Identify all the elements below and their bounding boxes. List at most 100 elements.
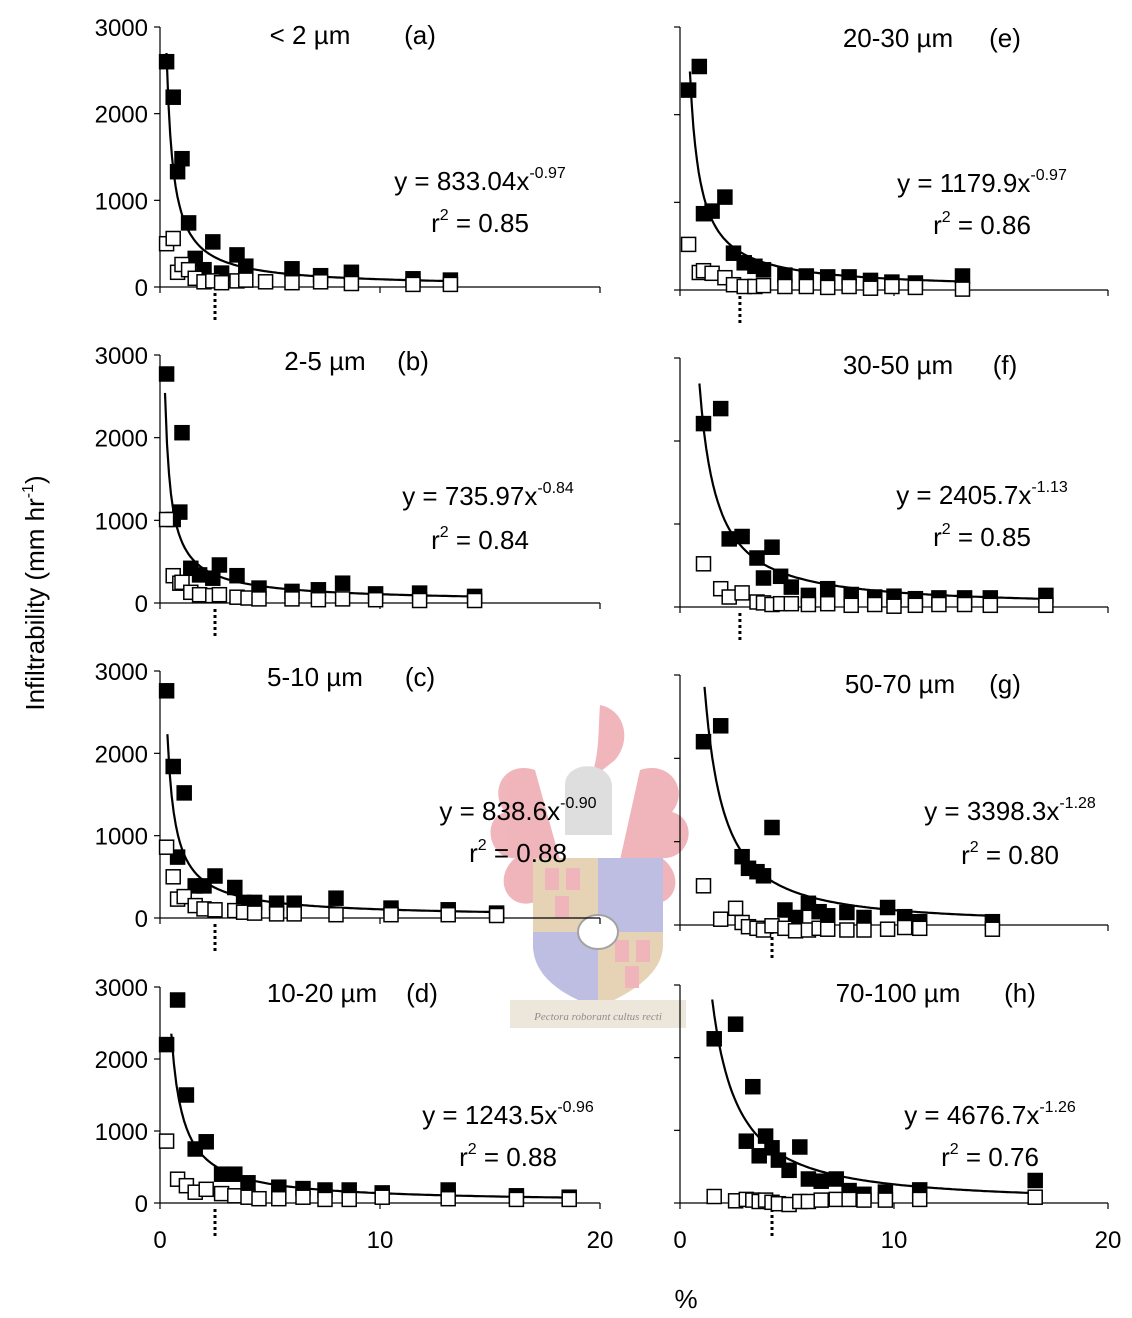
data-point-open — [907, 597, 924, 614]
data-point-open — [165, 869, 181, 885]
data-point-open — [712, 911, 729, 927]
panel-title: < 2 µm — [270, 20, 351, 50]
data-point-open — [251, 591, 267, 607]
data-point-open — [442, 276, 459, 293]
data-point-open — [954, 281, 971, 297]
data-point-filled — [328, 890, 344, 906]
y-tick-label: 3000 — [95, 659, 148, 686]
crest-tower-4 — [615, 940, 629, 962]
panel-d: 0 1000 2000 3000 0 10 20 10-20 µm (d) y = 1243.5x… — [95, 975, 614, 1254]
r-squared-symbol: r — [933, 210, 942, 240]
data-point-filled — [704, 203, 720, 219]
data-point-open — [721, 589, 737, 605]
data-point-filled — [165, 89, 181, 105]
crest-motto-scroll — [510, 1000, 686, 1028]
panel-a: 0 1000 2000 3000 < 2 µm (a) y = 833.04x-0.97 r2… — [95, 15, 601, 323]
x-tick-label: 0 — [673, 1227, 686, 1254]
r-squared: r2 = 0.88 — [459, 1141, 557, 1172]
r-squared-symbol: r — [431, 208, 440, 238]
data-point-open — [879, 921, 896, 937]
y-tick-label: 0 — [135, 906, 148, 933]
data-point-open — [198, 1181, 214, 1198]
data-point-open — [317, 1191, 333, 1208]
data-point-open — [727, 900, 744, 917]
data-point-filled — [755, 262, 772, 278]
y-tick-label: 3000 — [95, 343, 148, 370]
data-point-filled — [691, 58, 708, 75]
r-squared-value: = 0.88 — [487, 838, 567, 868]
r-squared-value: = 0.80 — [979, 840, 1059, 870]
fit-equation-base: y = 1179.9x — [897, 168, 1030, 198]
fit-equation: y = 3398.3x-1.28 — [924, 795, 1096, 826]
data-point-open — [931, 596, 947, 613]
data-point-open — [800, 596, 817, 613]
fit-equation: y = 833.04x-0.97 — [394, 165, 566, 196]
data-point-open — [440, 1190, 456, 1207]
data-point-open — [268, 906, 285, 922]
data-point-filled — [176, 785, 192, 801]
x-tick-label: 10 — [881, 1227, 908, 1254]
data-point-open — [841, 278, 857, 295]
data-point-open — [956, 596, 973, 613]
panel-title: 30-50 µm — [843, 350, 953, 380]
y-tick-label: 2000 — [95, 1047, 148, 1074]
data-point-filled — [213, 1166, 230, 1182]
data-point-open — [310, 591, 327, 608]
data-point-open — [828, 1191, 844, 1208]
data-point-open — [695, 556, 712, 572]
data-point-open — [734, 585, 750, 601]
data-point-filled — [781, 1162, 797, 1179]
data-point-filled — [227, 879, 243, 896]
panel-letter: (g) — [989, 669, 1021, 699]
data-point-filled — [764, 539, 780, 555]
y-tick-label: 3000 — [95, 15, 148, 42]
data-point-filled — [1027, 1172, 1043, 1189]
y-tick-label: 0 — [135, 591, 148, 618]
data-point-filled — [695, 415, 712, 432]
data-point-open — [227, 1188, 243, 1204]
fit-equation-exponent: -1.28 — [1059, 795, 1096, 812]
data-point-filled — [227, 1166, 243, 1182]
y-tick-label: 1000 — [95, 824, 148, 851]
data-point-filled — [954, 268, 971, 284]
data-point-open — [704, 265, 720, 282]
data-point-filled — [169, 163, 186, 180]
fit-equation: y = 735.97x-0.84 — [402, 480, 574, 511]
data-point-filled — [800, 1171, 817, 1187]
panel-title: 20-30 µm — [843, 23, 953, 53]
data-point-filled — [158, 53, 175, 70]
fit-equation-exponent: -1.26 — [1039, 1099, 1076, 1116]
data-point-open — [238, 272, 254, 288]
crest-plume — [590, 705, 625, 780]
panel-c: 0 1000 2000 3000 5-10 µm (c) y = 838.6x-0.90 r2… — [95, 659, 601, 954]
data-point-open — [343, 275, 360, 292]
data-point-filled — [158, 683, 175, 699]
data-point-open — [383, 906, 399, 923]
data-point-open — [886, 598, 902, 614]
crest-shield-blue-quarter — [598, 858, 663, 932]
fit-equation-base: y = 4676.7x — [904, 1100, 1039, 1130]
data-point-open — [856, 1192, 872, 1208]
data-point-filled — [828, 1171, 844, 1187]
fit-curve — [165, 52, 452, 283]
data-point-filled — [238, 258, 254, 274]
data-point-open — [411, 592, 428, 609]
fit-equation: y = 838.6x-0.90 — [439, 795, 596, 826]
r-squared-value: = 0.88 — [477, 1142, 557, 1172]
data-point-filled — [240, 1175, 256, 1191]
r-squared-symbol: r — [431, 525, 440, 555]
data-point-filled — [229, 567, 245, 584]
crest-tower-1 — [545, 868, 559, 890]
r-squared-exponent: 2 — [950, 1141, 959, 1158]
data-point-open — [866, 596, 883, 613]
r-squared-symbol: r — [469, 838, 478, 868]
r-squared-exponent: 2 — [942, 209, 951, 226]
fit-equation-base: y = 3398.3x — [924, 796, 1059, 826]
data-point-open — [843, 597, 859, 614]
data-point-open — [211, 586, 228, 603]
data-point-filled — [819, 580, 836, 597]
data-point-open — [884, 278, 900, 295]
data-point-open — [1038, 597, 1054, 614]
r-squared-exponent: 2 — [942, 521, 951, 538]
